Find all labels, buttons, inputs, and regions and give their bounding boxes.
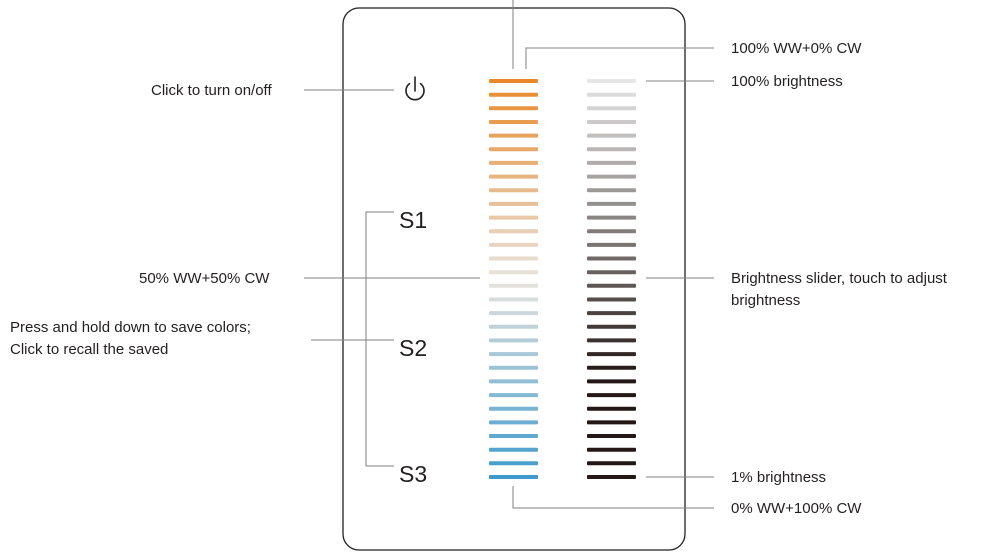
color-temperature-segment[interactable] [489,174,538,179]
brightness-segment[interactable] [587,242,636,247]
color-temperature-segment[interactable] [489,420,538,425]
brightness-segment[interactable] [587,352,636,357]
brightness-segment[interactable] [587,393,636,398]
color-temperature-segment[interactable] [489,106,538,111]
brightness-segment[interactable] [587,475,636,479]
color-temperature-segment[interactable] [489,461,538,466]
color-temperature-segment[interactable] [489,147,538,152]
brightness-segment[interactable] [587,420,636,425]
color-temperature-segment[interactable] [489,270,538,275]
color-temperature-segment[interactable] [489,229,538,234]
color-temperature-segment[interactable] [489,447,538,452]
color-temperature-segment[interactable] [489,393,538,398]
save-callout-line2: Click to recall the saved [10,341,169,358]
leader-line-ww100 [525,47,714,69]
color-temperature-segment[interactable] [489,283,538,288]
color-temperature-segment[interactable] [489,133,538,138]
color-temperature-segment[interactable] [489,475,538,479]
color-temperature-slider[interactable] [489,79,538,479]
brightness-segment[interactable] [587,174,636,179]
bracket-s1-s3 [365,211,394,467]
brightness-segment[interactable] [587,365,636,370]
brightness-segment[interactable] [587,160,636,165]
leader-line-ww0 [512,486,714,509]
brightness-segment[interactable] [587,92,636,97]
brightness-segment[interactable] [587,297,636,302]
brightness-segment[interactable] [587,188,636,193]
brightness-segment[interactable] [587,120,636,124]
color-temperature-segment[interactable] [489,311,538,316]
color-temperature-segment[interactable] [489,297,538,302]
color-temperature-segment[interactable] [489,201,538,206]
brightness1-callout: 1% brightness [731,469,827,486]
color-temperature-segment[interactable] [489,215,538,220]
color-temperature-segment[interactable] [489,379,538,384]
brightness-segment[interactable] [587,434,636,438]
power-icon[interactable] [405,76,425,101]
brightness-slider[interactable] [587,79,636,479]
brightness-segment[interactable] [587,147,636,152]
color-temperature-segment[interactable] [489,160,538,165]
brightness-segment[interactable] [587,338,636,343]
brightness-segment[interactable] [587,229,636,234]
ww100-callout: 100% WW+0% CW [731,40,862,57]
brightness-segment[interactable] [587,461,636,466]
brightness-segment[interactable] [587,406,636,411]
brightness-segment[interactable] [587,215,636,220]
brightness-segment[interactable] [587,270,636,275]
color-temperature-segment[interactable] [489,365,538,370]
color-temperature-segment[interactable] [489,188,538,193]
brightness-segment[interactable] [587,79,636,83]
brightness-slider-callout-line1: Brightness slider, touch to adjust [731,270,947,287]
color-temperature-segment[interactable] [489,242,538,247]
color-temperature-segment[interactable] [489,352,538,357]
ww50-callout: 50% WW+50% CW [139,270,270,287]
s1-button[interactable]: S1 [399,207,428,233]
brightness-segment[interactable] [587,201,636,206]
brightness-segment[interactable] [587,324,636,329]
brightness-segment[interactable] [587,256,636,261]
color-temperature-segment[interactable] [489,92,538,97]
brightness-segment[interactable] [587,379,636,384]
s3-button[interactable]: S3 [399,461,428,487]
color-temperature-segment[interactable] [489,434,538,438]
brightness-segment[interactable] [587,447,636,452]
power-callout: Click to turn on/off [151,82,272,99]
color-temperature-segment[interactable] [489,324,538,329]
save-callout-line1: Press and hold down to save colors; [10,319,251,336]
color-temperature-segment[interactable] [489,79,538,83]
brightness-segment[interactable] [587,283,636,288]
brightness-segment[interactable] [587,106,636,111]
color-temperature-segment[interactable] [489,256,538,261]
ww0-callout: 0% WW+100% CW [731,500,862,517]
brightness-segment[interactable] [587,133,636,138]
brightness100-callout: 100% brightness [731,73,843,90]
brightness-slider-callout-line2: brightness [731,292,801,309]
color-temperature-segment[interactable] [489,406,538,411]
panel-outline [342,7,686,551]
color-temperature-segment[interactable] [489,120,538,124]
brightness-segment[interactable] [587,311,636,316]
s2-button[interactable]: S2 [399,335,428,361]
color-temperature-segment[interactable] [489,338,538,343]
